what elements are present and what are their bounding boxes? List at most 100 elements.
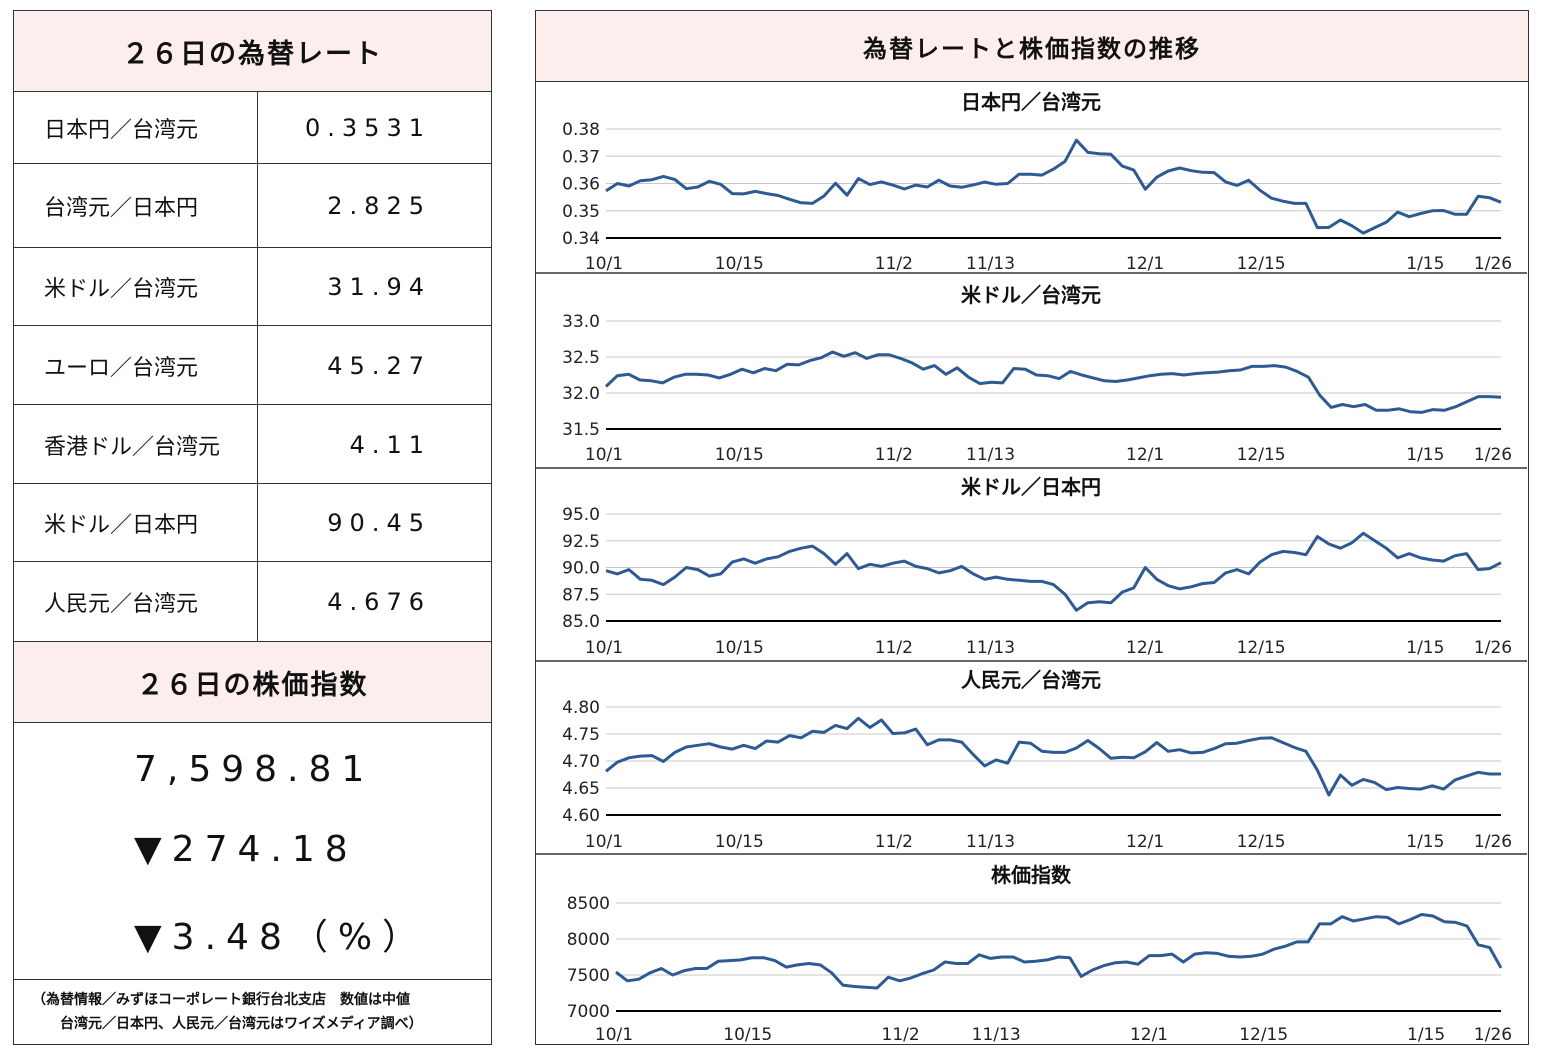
x-tick-label: 10/1 bbox=[585, 254, 623, 274]
y-tick-label: 0.37 bbox=[562, 147, 600, 167]
y-tick-label: 4.65 bbox=[562, 779, 600, 799]
rate-row: 日本円／台湾元 0.3531 bbox=[14, 91, 491, 164]
y-tick-label: 87.5 bbox=[562, 585, 600, 605]
chart-title: 米ドル／日本円 bbox=[961, 475, 1101, 499]
series-line bbox=[605, 138, 1502, 235]
y-tick-label: 85.0 bbox=[562, 612, 600, 632]
x-tick-label: 12/15 bbox=[1237, 445, 1286, 465]
x-tick-label: 10/15 bbox=[715, 638, 764, 658]
rate-label: 香港ドル／台湾元 bbox=[14, 405, 258, 484]
y-tick-label: 4.80 bbox=[562, 698, 600, 718]
y-tick-label: 7000 bbox=[567, 1002, 610, 1022]
y-tick-label: 0.34 bbox=[562, 229, 600, 249]
x-tick-label: 11/13 bbox=[966, 638, 1015, 658]
rate-value: 45.27 bbox=[327, 351, 431, 380]
note-line-1: （為替情報／みずほコーポレート銀行台北支店 数値は中値 bbox=[32, 992, 410, 1008]
y-tick-label: 95.0 bbox=[562, 505, 600, 525]
y-tick-label: 0.35 bbox=[562, 202, 600, 222]
x-tick-label: 12/15 bbox=[1237, 832, 1286, 852]
series-line bbox=[605, 531, 1502, 612]
x-tick-label: 12/15 bbox=[1239, 1025, 1288, 1044]
y-tick-label: 8000 bbox=[567, 930, 610, 950]
rate-label: 人民元／台湾元 bbox=[14, 562, 258, 642]
x-tick-label: 11/2 bbox=[875, 445, 913, 465]
x-tick-label: 11/2 bbox=[882, 1025, 920, 1044]
right-panel: 為替レートと株価指数の推移 日本円／台湾元 0.38 0.37 0.36 0.35 0.3… bbox=[535, 10, 1529, 1045]
charts-title: 為替レートと株価指数の推移 bbox=[536, 11, 1528, 82]
chart-title: 人民元／台湾元 bbox=[961, 668, 1101, 692]
rate-value: 4.11 bbox=[349, 430, 431, 459]
series-line bbox=[605, 716, 1501, 797]
x-tick-label: 11/13 bbox=[966, 832, 1015, 852]
x-tick-label: 11/2 bbox=[875, 638, 913, 658]
x-tick-label: 1/26 bbox=[1474, 638, 1512, 658]
charts-area: 日本円／台湾元 0.38 0.37 0.36 0.35 0.34 10/1 10/15 11/2… bbox=[536, 90, 1527, 1044]
x-tick-label: 11/2 bbox=[875, 254, 913, 274]
y-tick-label: 32.5 bbox=[562, 348, 600, 368]
x-tick-label: 1/26 bbox=[1474, 445, 1512, 465]
x-tick-label: 12/1 bbox=[1126, 832, 1164, 852]
index-change: ▼274.18 bbox=[134, 829, 358, 870]
index-title: ２６日の株価指数 bbox=[14, 641, 491, 723]
left-panel: ２６日の為替レート 日本円／台湾元 0.3531 台湾元／日本円 2.825 米ドル／台… bbox=[13, 10, 492, 1045]
rate-value: 0.3531 bbox=[305, 114, 431, 142]
x-tick-label: 12/1 bbox=[1126, 254, 1164, 274]
rate-value: 31.94 bbox=[327, 273, 431, 301]
index-change-pct: ▼3.48（%） bbox=[134, 917, 429, 958]
x-tick-label: 1/26 bbox=[1474, 254, 1512, 274]
x-tick-label: 12/1 bbox=[1130, 1025, 1168, 1044]
y-tick-label: 4.60 bbox=[562, 806, 600, 826]
series-line bbox=[604, 350, 1502, 414]
x-tick-label: 1/26 bbox=[1474, 832, 1512, 852]
rate-label: 米ドル／日本円 bbox=[14, 484, 258, 562]
rate-row: 米ドル／台湾元 31.94 bbox=[14, 247, 491, 326]
chart-title: 米ドル／台湾元 bbox=[961, 283, 1101, 307]
rate-row: 人民元／台湾元 4.676 bbox=[14, 561, 491, 642]
x-tick-label: 12/1 bbox=[1126, 638, 1164, 658]
rate-row: 香港ドル／台湾元 4.11 bbox=[14, 404, 491, 484]
y-tick-label: 31.5 bbox=[562, 420, 600, 440]
x-tick-label: 10/15 bbox=[723, 1025, 772, 1044]
x-tick-label: 1/15 bbox=[1406, 254, 1444, 274]
x-tick-label: 10/15 bbox=[715, 445, 764, 465]
x-tick-label: 11/13 bbox=[966, 445, 1015, 465]
x-tick-label: 1/15 bbox=[1406, 445, 1444, 465]
y-tick-label: 33.0 bbox=[562, 312, 600, 332]
x-tick-label: 10/15 bbox=[715, 832, 764, 852]
x-tick-label: 12/1 bbox=[1126, 445, 1164, 465]
x-tick-label: 10/15 bbox=[715, 254, 764, 274]
chart-title: 日本円／台湾元 bbox=[961, 90, 1101, 114]
x-tick-label: 11/13 bbox=[966, 254, 1015, 274]
x-tick-label: 12/15 bbox=[1237, 254, 1286, 274]
x-tick-label: 1/15 bbox=[1406, 638, 1444, 658]
x-tick-label: 10/1 bbox=[585, 445, 623, 465]
rates-title: ２６日の為替レート bbox=[14, 11, 491, 91]
x-tick-label: 1/15 bbox=[1406, 832, 1444, 852]
x-tick-label: 10/1 bbox=[595, 1025, 633, 1044]
rate-value: 4.676 bbox=[327, 588, 431, 616]
x-tick-label: 10/1 bbox=[585, 832, 623, 852]
rate-row: 米ドル／日本円 90.45 bbox=[14, 483, 491, 562]
rate-label: 日本円／台湾元 bbox=[14, 92, 258, 164]
rate-row: ユーロ／台湾元 45.27 bbox=[14, 325, 491, 405]
y-tick-label: 0.36 bbox=[562, 175, 600, 195]
y-tick-label: 92.5 bbox=[562, 532, 600, 552]
rate-value: 2.825 bbox=[327, 192, 431, 220]
y-tick-label: 7500 bbox=[567, 966, 610, 986]
rate-label: 米ドル／台湾元 bbox=[14, 248, 258, 326]
x-tick-label: 1/15 bbox=[1407, 1025, 1445, 1044]
rate-value: 90.45 bbox=[327, 509, 431, 537]
x-tick-label: 12/15 bbox=[1237, 638, 1286, 658]
y-tick-label: 32.0 bbox=[562, 384, 600, 404]
y-tick-label: 0.38 bbox=[562, 120, 600, 140]
rate-row: 台湾元／日本円 2.825 bbox=[14, 163, 491, 248]
index-value: 7,598.81 bbox=[134, 749, 375, 790]
rate-label: 台湾元／日本円 bbox=[14, 164, 258, 248]
y-tick-label: 4.75 bbox=[562, 725, 600, 745]
x-tick-label: 11/13 bbox=[972, 1025, 1021, 1044]
note-line-2: 台湾元／日本円、人民元／台湾元はワイズメディア調べ） bbox=[60, 1016, 423, 1032]
y-tick-label: 8500 bbox=[567, 894, 610, 914]
x-tick-label: 1/26 bbox=[1474, 1025, 1512, 1044]
chart-title: 株価指数 bbox=[991, 863, 1072, 887]
x-tick-label: 10/1 bbox=[585, 638, 623, 658]
